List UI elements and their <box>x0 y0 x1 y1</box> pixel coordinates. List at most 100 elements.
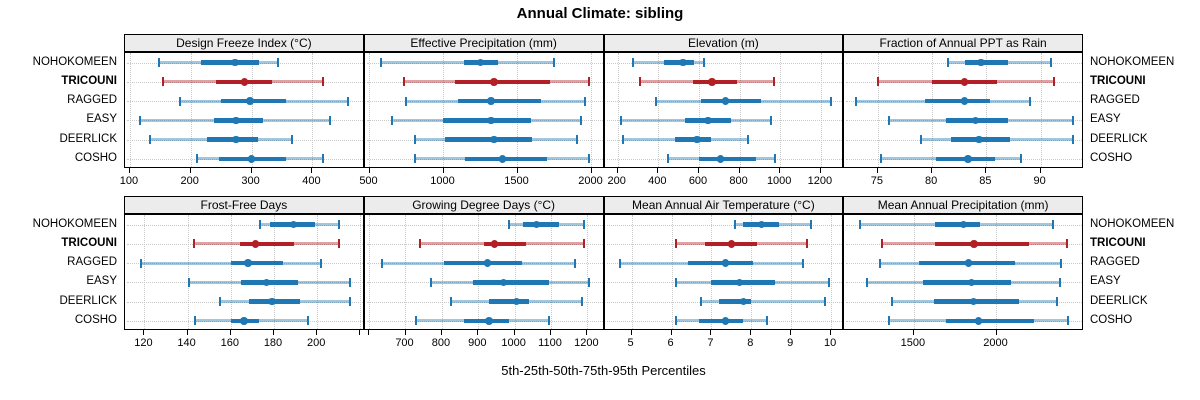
range-cap-95th <box>774 154 777 164</box>
median-dot <box>721 97 730 105</box>
iqr-bar-25-75 <box>230 260 283 266</box>
range-cap-95th <box>573 258 576 268</box>
grid-h <box>366 301 603 303</box>
axis-tick <box>359 329 361 335</box>
median-dot <box>757 220 765 229</box>
axis-tick <box>630 329 632 335</box>
median-dot <box>971 116 980 125</box>
axis-tick <box>876 167 878 173</box>
grid-h <box>127 301 363 303</box>
grid-v <box>587 215 589 329</box>
median-dot <box>289 220 298 229</box>
site-label-left: TRICOUNI <box>61 74 117 87</box>
median-dot <box>974 317 983 325</box>
iqr-bar-25-75 <box>935 241 1030 247</box>
iqr-bar-25-75 <box>674 137 712 142</box>
strip-title: Effective Precipitation (mm) <box>410 36 557 50</box>
range-cap-95th <box>766 316 769 326</box>
median-dot <box>964 155 972 163</box>
median-dot <box>716 155 725 163</box>
range-cap-95th <box>587 154 590 164</box>
range-cap-95th <box>588 77 591 87</box>
site-label-right: NOHOKOMEEN <box>1090 217 1175 230</box>
range-cap-95th <box>548 316 551 326</box>
range-cap-5th <box>639 77 642 87</box>
panel <box>603 52 844 168</box>
axis-tick-label: 500 <box>359 174 378 187</box>
iqr-bar-25-75 <box>711 280 776 285</box>
range-cap-95th <box>824 297 827 307</box>
axis-tick-label: 1200 <box>807 174 833 187</box>
iqr-bar-25-75 <box>699 156 756 162</box>
axis-tick <box>1039 167 1041 173</box>
range-cap-95th <box>1072 115 1075 125</box>
axis-tick <box>513 329 515 335</box>
range-cap-5th <box>618 258 621 268</box>
median-dot <box>708 78 716 86</box>
range-cap-95th <box>582 220 585 230</box>
median-dot <box>498 155 507 163</box>
axis-tick-label: 9 <box>787 336 794 349</box>
x-axis-label: 5th-25th-50th-75th-95th Percentiles <box>501 363 706 378</box>
median-dot <box>232 116 240 125</box>
range-cap-5th <box>619 115 622 125</box>
median-dot <box>721 259 730 267</box>
range-cap-5th <box>887 115 890 125</box>
axis-tick-label: 1500 <box>504 174 529 187</box>
range-cap-5th <box>920 135 923 145</box>
range-cap-5th <box>508 220 511 230</box>
axis-tick-label: 1100 <box>538 336 562 349</box>
panel <box>363 52 604 168</box>
panel-strip: Design Freeze Index (°C) <box>124 34 364 52</box>
range-cap-5th <box>402 77 405 87</box>
strip-title: Mean Annual Precipitation (mm) <box>877 198 1049 212</box>
range-cap-5th <box>148 135 151 145</box>
axis-tick-label: 1500 <box>900 336 926 349</box>
grid-v <box>711 215 713 329</box>
axis-tick <box>698 167 699 173</box>
iqr-bar-25-75 <box>923 280 1012 285</box>
axis-tick-label: 140 <box>177 336 196 349</box>
site-label-right: EASY <box>1090 275 1121 288</box>
range-cap-5th <box>178 96 181 106</box>
range-cap-95th <box>1050 58 1053 68</box>
grid-v <box>369 215 371 329</box>
grid-v <box>187 215 189 329</box>
panel-strip: Fraction of Annual PPT as Rain <box>843 34 1083 52</box>
strip-title: Growing Degree Days (°C) <box>412 198 556 212</box>
range-cap-95th <box>1072 135 1075 145</box>
iqr-bar-25-75 <box>458 98 542 104</box>
median-dot <box>960 97 969 105</box>
axis-tick <box>586 329 588 335</box>
iqr-bar-25-75 <box>699 318 744 324</box>
axis-tick-label: 800 <box>431 336 451 349</box>
axis-tick <box>550 329 551 335</box>
axis-tick-label: 1000 <box>501 336 526 349</box>
panel <box>603 214 844 330</box>
median-dot <box>251 240 260 248</box>
grid-v <box>551 215 553 329</box>
grid-v <box>1040 53 1042 167</box>
median-dot <box>247 155 256 163</box>
iqr-bar-25-75 <box>443 260 522 266</box>
strip-title: Mean Annual Air Temperature (°C) <box>632 198 815 212</box>
axis-tick <box>273 329 274 335</box>
grid-v <box>251 53 253 167</box>
iqr-bar-25-75 <box>455 79 551 85</box>
range-cap-95th <box>319 258 322 268</box>
axis-tick-label: 900 <box>468 336 487 349</box>
range-cap-5th <box>674 277 677 287</box>
grid-v <box>751 215 753 329</box>
median-dot <box>969 297 978 306</box>
median-dot <box>721 317 730 325</box>
iqr-bar-25-75 <box>200 60 259 65</box>
range-cap-5th <box>888 316 891 326</box>
axis-tick <box>229 329 231 335</box>
range-cap-95th <box>277 58 280 68</box>
grid-v <box>369 53 371 167</box>
grid-h <box>606 139 843 141</box>
range-cap-95th <box>830 96 832 106</box>
grid-h <box>606 62 843 64</box>
grid-v <box>144 215 146 329</box>
strip-title: Fraction of Annual PPT as Rain <box>879 36 1047 50</box>
